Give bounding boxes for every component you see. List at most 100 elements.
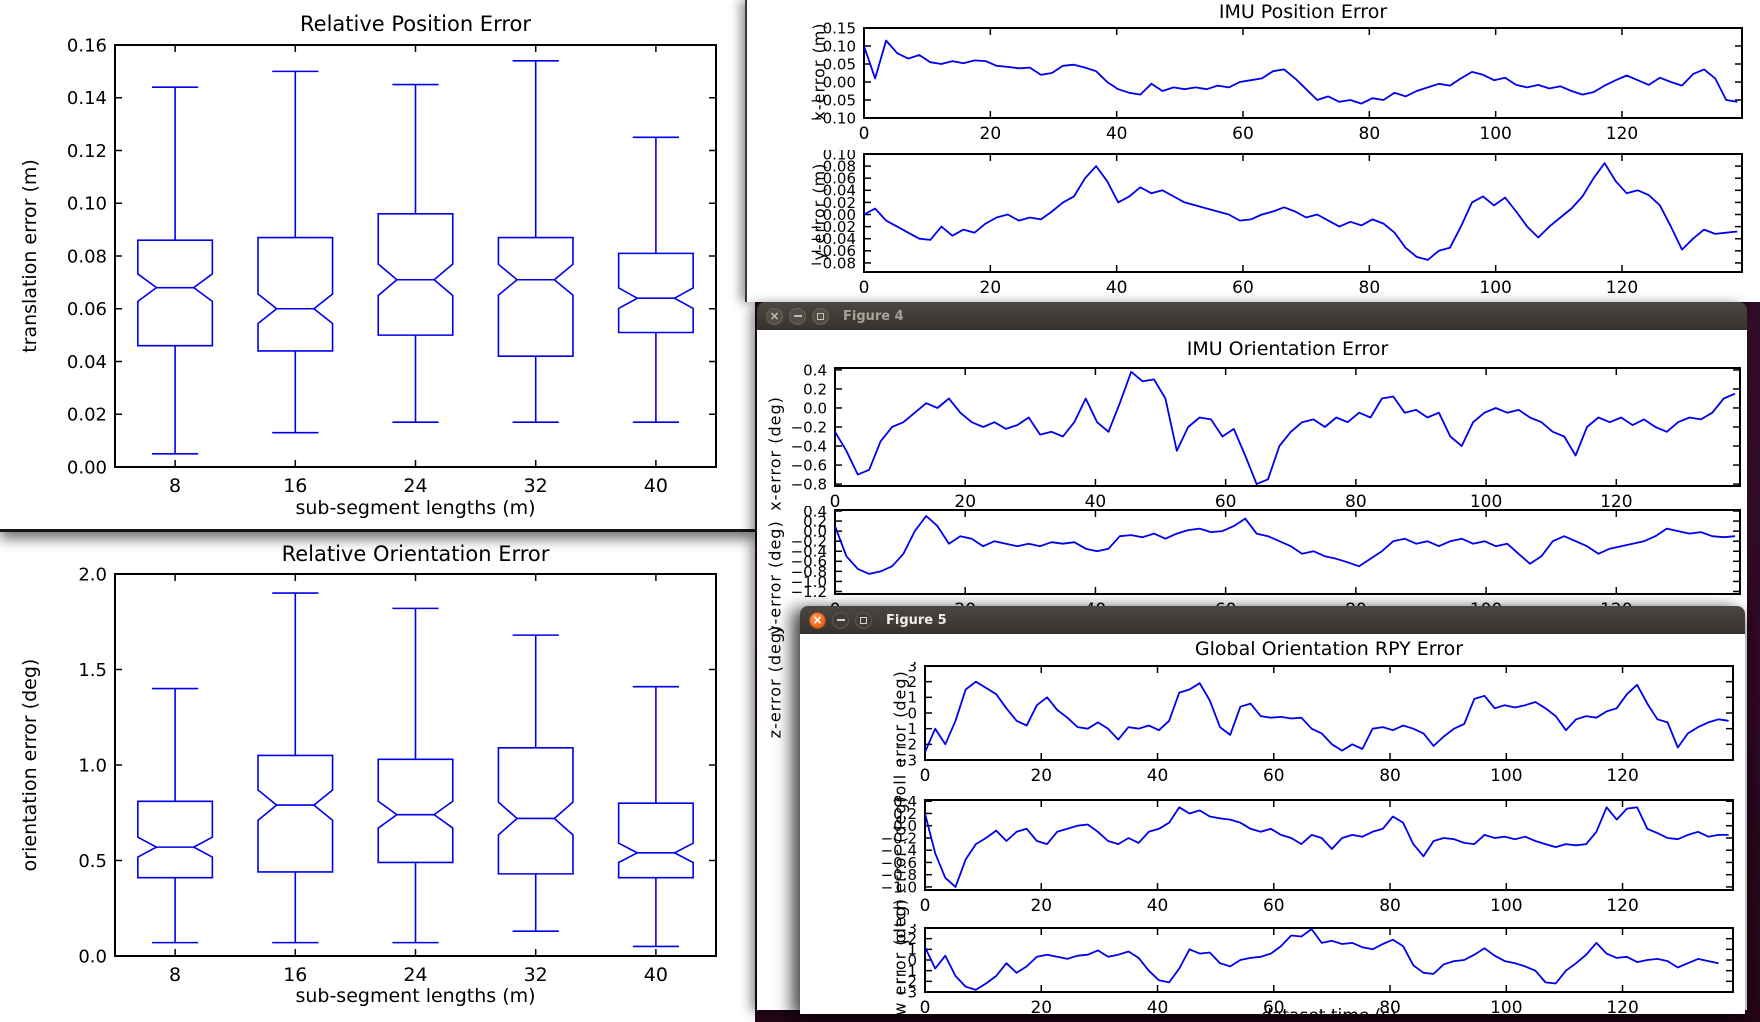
rpy-pitch-error-plot: 0.40.20.0−0.2−0.4−0.6−0.8−1.00 20 40 60 80 10… [881,796,1734,916]
svg-text:20: 20 [1030,998,1052,1014]
svg-text:60: 60 [1263,896,1285,916]
svg-text:20: 20 [1030,896,1052,916]
x-axis-label-subsegment-lengths: sub-segment lengths (m) [295,985,536,1007]
svg-text:40: 40 [1085,492,1107,512]
svg-text:0.04: 0.04 [67,352,107,373]
svg-text:120: 120 [1606,896,1638,916]
svg-text:40: 40 [1147,766,1169,786]
svg-text:−0.8: −0.8 [791,563,827,581]
svg-text:0: 0 [920,896,931,916]
svg-text:20: 20 [954,492,976,512]
minimize-icon[interactable] [832,611,849,629]
svg-text:120: 120 [1606,998,1638,1014]
svg-text:1: 1 [907,941,917,959]
svg-text:0.10: 0.10 [823,150,856,163]
svg-text:0.2: 0.2 [893,805,917,823]
svg-text:0.00: 0.00 [823,206,856,224]
svg-text:0.02: 0.02 [823,194,856,212]
svg-text:−0.8: −0.8 [881,866,917,884]
figure4-titlebar[interactable]: × Figure 4 [757,302,1747,331]
svg-text:32: 32 [524,475,548,497]
svg-text:60: 60 [1263,766,1285,786]
svg-text:0.08: 0.08 [823,158,856,176]
chart-title-global-rpy: Global Orientation RPY Error [1194,638,1464,660]
close-icon[interactable]: × [766,307,783,325]
svg-text:−0.4: −0.4 [791,437,827,455]
svg-text:−1.0: −1.0 [881,878,917,896]
imu-position-y-error-plot: 0.100.080.060.040.020.00−0.02−0.04−0.06−… [810,150,1743,298]
svg-text:40: 40 [644,475,668,497]
maximize-glyph [860,616,867,624]
svg-text:20: 20 [980,124,1002,144]
svg-text:−0.2: −0.2 [791,418,827,436]
svg-text:0.4: 0.4 [893,796,917,811]
svg-text:0.2: 0.2 [803,380,827,398]
svg-text:2: 2 [907,673,917,691]
window-relative-position-error: Relative Position Error translation erro… [0,0,755,532]
svg-text:0.08: 0.08 [67,246,107,267]
svg-text:1.5: 1.5 [78,660,107,681]
svg-text:−2: −2 [895,973,917,991]
svg-text:−1: −1 [895,720,917,738]
svg-text:0.00: 0.00 [823,73,856,91]
svg-text:40: 40 [1147,998,1169,1014]
relative-position-boxplot-canvas: 0.00 0.02 0.04 0.06 0.08 0.10 0.12 0.14 0.16 8 16 2… [67,35,717,497]
chart-title-imu-orientation: IMU Orientation Error [1186,338,1389,360]
svg-text:120: 120 [1606,766,1638,786]
maximize-icon[interactable] [812,307,829,325]
svg-text:0.0: 0.0 [803,523,827,541]
svg-text:40: 40 [1106,124,1128,144]
svg-text:−0.4: −0.4 [881,842,917,860]
svg-text:−0.2: −0.2 [881,829,917,847]
svg-text:0.10: 0.10 [67,194,107,215]
minimize-glyph [836,619,845,621]
svg-text:8: 8 [169,475,181,497]
svg-text:0.12: 0.12 [67,141,107,162]
svg-text:3: 3 [907,924,917,937]
svg-text:0: 0 [859,124,870,144]
svg-text:60: 60 [1232,124,1254,144]
svg-text:0: 0 [830,492,841,512]
relative-orientation-boxplot-canvas: 0.0 0.5 1.0 1.5 2.0 8 16 24 32 40 [78,564,717,986]
minimize-glyph [793,315,802,317]
close-icon[interactable]: × [809,611,826,629]
svg-text:0.00: 0.00 [67,457,107,478]
svg-text:60: 60 [1215,492,1237,512]
imu-orientation-y-error-plot: 0.40.20.0−0.2−0.4−0.6−0.8−1.0−1.20204060… [791,506,1741,620]
svg-text:−1.0: −1.0 [791,573,827,591]
maximize-icon[interactable] [855,611,872,629]
svg-text:0.15: 0.15 [823,19,856,37]
svg-text:0: 0 [920,766,931,786]
svg-text:0.02: 0.02 [67,405,107,426]
figure5-canvas: Global Orientation RPY Error roll error … [800,634,1745,1014]
chart-title-imu-position: IMU Position Error [1218,1,1388,23]
svg-text:0.06: 0.06 [67,299,107,320]
window-imu-position-error: IMU Position Error x-error (m) 0.15 0.10 0… [745,0,1760,302]
svg-text:−1.2: −1.2 [791,583,827,601]
svg-text:40: 40 [1147,896,1169,916]
minimize-icon[interactable] [789,307,806,325]
svg-text:0.0: 0.0 [78,946,107,967]
svg-text:16: 16 [283,475,307,497]
svg-text:100: 100 [1479,278,1511,298]
svg-text:−0.6: −0.6 [791,553,827,571]
svg-text:80: 80 [1379,766,1401,786]
svg-text:−0.2: −0.2 [791,533,827,551]
chart-title-relative-orientation: Relative Orientation Error [281,542,550,566]
svg-text:−0.10: −0.10 [810,109,856,127]
svg-text:100: 100 [1470,492,1502,512]
svg-text:−0.05: −0.05 [810,91,856,109]
svg-text:80: 80 [1379,998,1401,1014]
figure5-titlebar[interactable]: × Figure 5 [800,606,1745,635]
svg-text:0.2: 0.2 [803,512,827,530]
window-title: Figure 4 [843,308,904,324]
svg-text:0.4: 0.4 [803,506,827,520]
svg-text:0.06: 0.06 [823,170,856,188]
svg-text:8: 8 [169,964,181,986]
svg-text:60: 60 [1263,998,1285,1014]
svg-text:−0.4: −0.4 [791,543,827,561]
chart-title-relative-position: Relative Position Error [300,12,531,36]
svg-text:0.05: 0.05 [823,55,856,73]
